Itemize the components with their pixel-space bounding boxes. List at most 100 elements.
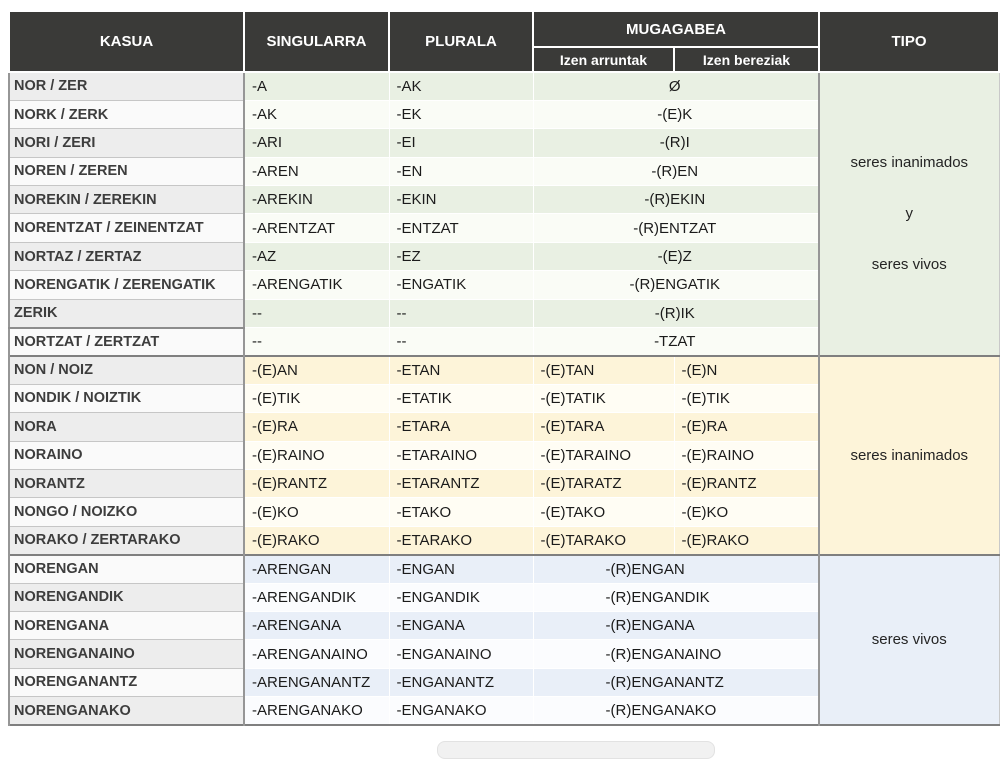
plural-cell: -ENGATIK	[389, 270, 534, 300]
singular-cell: -ARENTZAT	[244, 213, 390, 243]
plural-cell: -ETAN	[389, 355, 534, 385]
singular-cell: -AZ	[244, 242, 390, 272]
izen-bereziak-cell: -(E)N	[674, 355, 820, 385]
table-row: NORENGANAINO -ARENGANAINO -ENGANAINO -(R…	[8, 639, 999, 669]
singular-cell: -ARENGANAINO	[244, 639, 390, 669]
table-row: NORENGANAKO -ARENGANAKO -ENGANAKO -(R)EN…	[8, 696, 999, 726]
case-cell: NORTAZ / ZERTAZ	[8, 242, 245, 272]
table-row: NORI / ZERI -ARI -EI -(R)I	[8, 128, 999, 158]
plural-cell: -ENGANDIK	[389, 583, 534, 612]
case-cell: NORANTZ	[8, 469, 245, 499]
table-row: ZERIK -- -- -(R)IK	[8, 299, 999, 329]
singular-cell: -(E)RANTZ	[244, 469, 390, 499]
case-cell: ZERIK	[8, 299, 245, 329]
case-cell: NORENGANAKO	[8, 696, 245, 726]
case-cell: NONGO / NOIZKO	[8, 497, 245, 527]
table-row: NORAINO -(E)RAINO -ETARAINO -(E)TARAINO …	[8, 441, 999, 470]
table-row: NONGO / NOIZKO -(E)KO -ETAKO -(E)TAKO -(…	[8, 497, 999, 527]
tipo-line: seres vivos	[871, 256, 947, 274]
izen-bereziak-cell: -(E)RANTZ	[674, 469, 820, 499]
column-header-izen-bereziak: Izen bereziak	[673, 46, 820, 73]
mugagabea-cell: -(R)ENGAN	[533, 554, 820, 584]
case-cell: NOREN / ZEREN	[8, 157, 245, 187]
plural-cell: -ENGANANTZ	[389, 668, 534, 698]
mugagabea-cell: -(R)ENGATIK	[533, 270, 820, 300]
singular-cell: -A	[244, 72, 390, 101]
case-cell: NORENGANA	[8, 611, 245, 641]
izen-arruntak-cell: -(E)TAN	[533, 355, 675, 385]
mugagabea-cell: -(R)ENGANDIK	[533, 583, 820, 612]
mugagabea-cell: -(R)I	[533, 128, 820, 158]
mugagabea-cell: -(R)ENGANAINO	[533, 639, 820, 669]
singular-cell: -AREKIN	[244, 185, 390, 215]
case-cell: NORTZAT / ZERTZAT	[8, 327, 245, 357]
mugagabea-cell: -(R)IK	[533, 299, 820, 329]
izen-arruntak-cell: -(E)TARATZ	[533, 469, 675, 499]
tipo-line: seres vivos	[871, 631, 947, 649]
column-header-mugagabea: MUGAGABEA	[532, 10, 820, 48]
subheader-row: Izen arruntak Izen bereziak	[9, 46, 999, 73]
column-header-singularra: SINGULARRA	[243, 10, 390, 73]
horizontal-scrollbar-thumb[interactable]	[437, 741, 715, 759]
singular-cell: -(E)RA	[244, 412, 390, 442]
table-row: NORENGANA -ARENGANA -ENGANA -(R)ENGANA	[8, 611, 999, 641]
column-header-tipo: TIPO	[818, 10, 1000, 73]
singular-cell: --	[244, 327, 390, 357]
mugagabea-cell: -(R)EKIN	[533, 185, 820, 215]
izen-bereziak-cell: -(E)TIK	[674, 384, 820, 414]
izen-bereziak-cell: -(E)KO	[674, 497, 820, 527]
singular-cell: -(E)KO	[244, 497, 390, 527]
case-cell: NORENTZAT / ZEINENTZAT	[8, 213, 245, 243]
plural-cell: -ETAKO	[389, 497, 534, 527]
column-header-izen-arruntak: Izen arruntak	[532, 46, 675, 73]
singular-cell: -(E)AN	[244, 355, 390, 385]
singular-cell: --	[244, 299, 390, 329]
mugagabea-cell: -(E)K	[533, 100, 820, 130]
table-row: NORENTZAT / ZEINENTZAT -ARENTZAT -ENTZAT…	[8, 213, 999, 243]
case-cell: NON / NOIZ	[8, 355, 245, 385]
column-header-kasua: KASUA	[8, 10, 245, 73]
case-cell: NORENGANAINO	[8, 639, 245, 669]
mugagabea-cell: -(R)ENTZAT	[533, 213, 820, 243]
mugagabea-cell: -(R)EN	[533, 157, 820, 187]
case-cell: NONDIK / NOIZTIK	[8, 384, 245, 414]
table-row: NOR / ZER -A -AK Ø seres inanimados y se…	[8, 72, 1000, 356]
singular-cell: -ARENGATIK	[244, 270, 390, 300]
case-cell: NORK / ZERK	[8, 100, 245, 130]
section-vivos: NORENGAN -ARENGAN -ENGAN -(R)ENGAN seres…	[8, 554, 1000, 726]
column-header-plurala: PLURALA	[388, 10, 534, 73]
mugagabea-cell: -(E)Z	[533, 242, 820, 272]
table-row: NORA -(E)RA -ETARA -(E)TARA -(E)RA	[8, 412, 999, 442]
plural-cell: -EKIN	[389, 185, 534, 215]
table-row: NOREN / ZEREN -AREN -EN -(R)EN	[8, 157, 999, 187]
table-row: NORANTZ -(E)RANTZ -ETARANTZ -(E)TARATZ -…	[8, 469, 999, 499]
case-cell: NORA	[8, 412, 245, 442]
tipo-line: seres inanimados	[850, 154, 969, 172]
singular-cell: -ARENGANANTZ	[244, 668, 390, 698]
izen-arruntak-cell: -(E)TARA	[533, 412, 675, 442]
table-row: NOREKIN / ZEREKIN -AREKIN -EKIN -(R)EKIN	[8, 185, 999, 215]
izen-bereziak-cell: -(E)RAINO	[674, 441, 820, 470]
singular-cell: -(E)RAINO	[244, 441, 390, 470]
table-row: NONDIK / NOIZTIK -(E)TIK -ETATIK -(E)TAT…	[8, 384, 999, 414]
singular-cell: -ARENGAN	[244, 554, 390, 584]
tipo-line: seres inanimados	[850, 446, 969, 464]
plural-cell: -ENGANA	[389, 611, 534, 641]
case-cell: NOREKIN / ZEREKIN	[8, 185, 245, 215]
case-cell: NORENGANDIK	[8, 583, 245, 612]
mugagabea-cell: Ø	[533, 72, 820, 101]
case-cell: NORAKO / ZERTARAKO	[8, 526, 245, 556]
singular-cell: -(E)RAKO	[244, 526, 390, 556]
plural-cell: --	[389, 327, 534, 357]
plural-cell: -EI	[389, 128, 534, 158]
declension-table: KASUA SINGULARRA PLURALA MUGAGABEA TIPO …	[8, 10, 1000, 726]
case-cell: NORI / ZERI	[8, 128, 245, 158]
table-row: NORTZAT / ZERTZAT -- -- -TZAT	[8, 327, 999, 357]
section-inanimados-y-vivos: NOR / ZER -A -AK Ø seres inanimados y se…	[8, 72, 1000, 357]
plural-cell: -EK	[389, 100, 534, 130]
izen-arruntak-cell: -(E)TAKO	[533, 497, 675, 527]
tipo-cell: seres vivos	[818, 554, 1000, 725]
table-row: NORENGATIK / ZERENGATIK -ARENGATIK -ENGA…	[8, 270, 999, 300]
section-inanimados: NON / NOIZ -(E)AN -ETAN -(E)TAN -(E)N se…	[8, 355, 1000, 556]
plural-cell: -ENGANAKO	[389, 696, 534, 726]
